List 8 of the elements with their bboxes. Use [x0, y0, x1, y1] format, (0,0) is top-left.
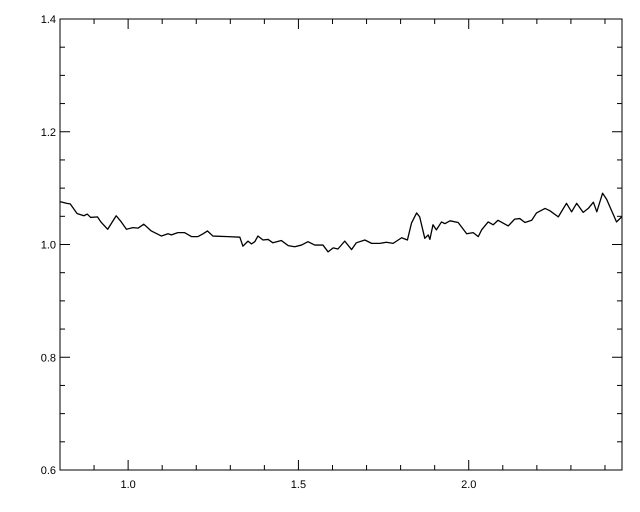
y-tick-label: 1.4 [40, 14, 56, 26]
y-tick-label: 1.2 [40, 126, 56, 139]
y-tick-label: 1.0 [40, 240, 56, 252]
x-tick-label: 1.0 [120, 479, 136, 491]
y-tick-label: 0.6 [40, 465, 56, 477]
x-tick-label: 2.0 [461, 479, 476, 491]
y-tick-label: 0.8 [40, 352, 56, 364]
x-tick-label: 1.5 [290, 479, 306, 491]
